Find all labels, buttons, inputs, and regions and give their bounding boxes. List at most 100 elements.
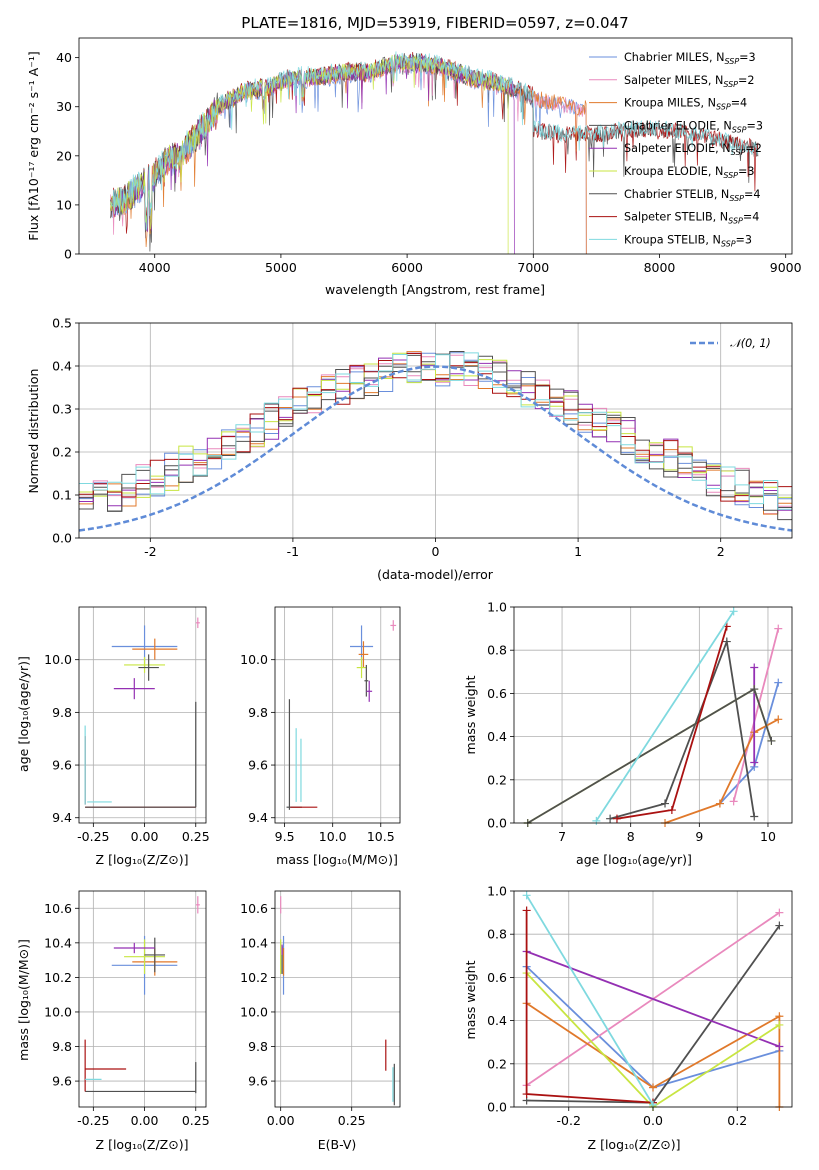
weight-line xyxy=(526,1002,781,1107)
weight-marker xyxy=(750,758,759,767)
spectrum-ylabel: Flux [fλ10⁻¹⁷ erg cm⁻² s⁻¹ A⁻¹] xyxy=(26,51,41,240)
y-tick-label: 1.0 xyxy=(487,884,507,899)
x-tick-label: 0.25 xyxy=(182,829,210,844)
legend-label: Chabrier MILES, NSSP=3 xyxy=(624,51,756,66)
x-tick-label: 7000 xyxy=(517,260,549,275)
weight-marker xyxy=(775,921,784,930)
x-tick-label: 9 xyxy=(695,829,703,844)
weight-marker xyxy=(522,1090,531,1099)
x-tick-label: 2 xyxy=(717,544,725,559)
weight-line xyxy=(526,950,780,1048)
y-tick-label: 0.0 xyxy=(52,531,72,546)
weight-line xyxy=(609,638,756,820)
y-tick-label: 0.8 xyxy=(487,927,507,942)
x-tick-label: 0.00 xyxy=(131,1113,159,1128)
weight-marker xyxy=(606,814,615,823)
legend-label: Kroupa STELIB, NSSP=3 xyxy=(624,233,752,248)
y-tick-label: 10.4 xyxy=(44,935,72,950)
panel-frame xyxy=(78,890,207,1108)
y-tick-label: 9.8 xyxy=(52,1039,72,1054)
weight-marker xyxy=(522,891,531,900)
legend-label: Salpeter ELODIE, NSSP=2 xyxy=(624,142,762,157)
weight-marker xyxy=(522,906,531,915)
x-tick-label: -1 xyxy=(287,544,299,559)
y-tick-label: 10.0 xyxy=(44,1004,72,1019)
gauss-legend-label: 𝒩(0, 1) xyxy=(730,337,771,350)
residual-histogram xyxy=(79,353,792,502)
age-z-xlabel: Z [log₁₀(Z/Z⊙)] xyxy=(96,852,189,867)
legend-label: Salpeter MILES, NSSP=2 xyxy=(624,74,755,89)
y-tick-label: 0.6 xyxy=(487,970,507,985)
y-tick-label: 10.6 xyxy=(44,901,72,916)
y-tick-label: 20 xyxy=(56,148,72,163)
y-tick-label: 0.0 xyxy=(487,1100,507,1115)
y-tick-label: 9.6 xyxy=(52,1074,72,1089)
mw-z-ylabel: mass weight xyxy=(463,960,478,1039)
parameter-panel: 0.00 0.25 9.6 9.8 10.0 10.2 10.4 10.6 xyxy=(240,890,401,1128)
mass-z-ylabel: mass [log₁₀(M/M⊙)] xyxy=(16,939,31,1061)
x-tick-label: 0.25 xyxy=(182,1113,210,1128)
x-tick-label: 8 xyxy=(627,829,635,844)
panel-frame xyxy=(274,890,401,1108)
x-tick-label: 1 xyxy=(574,544,582,559)
y-tick-label: 9.4 xyxy=(248,810,268,825)
y-tick-label: 10.2 xyxy=(44,970,72,985)
y-tick-label: 9.8 xyxy=(52,705,72,720)
residual-histogram xyxy=(79,352,792,498)
x-tick-label: -2 xyxy=(144,544,156,559)
legend-label: Kroupa ELODIE, NSSP=3 xyxy=(624,165,755,180)
x-tick-label: 8000 xyxy=(644,260,676,275)
y-tick-label: 0.4 xyxy=(52,359,72,374)
gaussian-curve xyxy=(78,365,793,532)
y-tick-label: 0.0 xyxy=(487,816,507,831)
weight-marker xyxy=(729,797,738,806)
weight-marker xyxy=(592,816,601,825)
legend-label: Chabrier ELODIE, NSSP=3 xyxy=(624,119,763,134)
legend-label: Kroupa MILES, NSSP=4 xyxy=(624,97,747,112)
y-tick-label: 9.8 xyxy=(248,1039,268,1054)
y-tick-label: 0 xyxy=(64,247,72,262)
residual-xlabel: (data-model)/error xyxy=(377,567,494,582)
residual-histogram xyxy=(79,352,792,510)
x-tick-label: -0.2 xyxy=(557,1113,581,1128)
x-tick-label: 0.2 xyxy=(727,1113,747,1128)
legend-label: Salpeter STELIB, NSSP=4 xyxy=(624,211,759,226)
weight-marker xyxy=(774,678,783,687)
y-tick-label: 9.6 xyxy=(248,1074,268,1089)
y-tick-label: 9.6 xyxy=(52,758,72,773)
figure-title: PLATE=1816, MJD=53919, FIBERID=0597, z=0… xyxy=(241,14,628,32)
parameter-panel: 7 8 9 10 0.0 0.2 0.4 0.6 0.8 1.0 xyxy=(487,600,793,844)
parameter-panel: -0.25 0.00 0.25 9.4 9.6 9.8 10.0 xyxy=(44,606,210,844)
mw-age-xlabel: age [log₁₀(age/yr)] xyxy=(576,852,692,867)
x-tick-label: -0.25 xyxy=(77,829,109,844)
y-tick-label: 0.5 xyxy=(52,316,72,331)
weight-marker xyxy=(775,1012,784,1021)
x-tick-label: 6000 xyxy=(391,260,423,275)
gauss-legend: 𝒩(0, 1) xyxy=(690,337,771,350)
spectrum-frame xyxy=(78,37,793,255)
spectrum-legend: Chabrier MILES, NSSP=3 Salpeter MILES, NS… xyxy=(589,51,763,248)
age-mass-xlabel: mass [log₁₀(M/M⊙)] xyxy=(276,852,398,867)
weight-marker xyxy=(774,624,783,633)
parameter-panel: -0.2 0.0 0.2 0.0 0.2 0.4 0.6 0.8 1.0 xyxy=(487,884,793,1128)
y-tick-label: 9.6 xyxy=(248,758,268,773)
weight-marker xyxy=(750,663,759,672)
mass-z-xlabel: Z [log₁₀(Z/Z⊙)] xyxy=(96,1137,189,1152)
parameter-panels: -0.25 0.00 0.25 9.4 9.6 9.8 10.0 9.5 10.0 10.5 9.4… xyxy=(44,600,793,1128)
weight-marker xyxy=(649,1083,657,1092)
x-tick-label: 0.0 xyxy=(643,1113,663,1128)
mw-z-xlabel: Z [log₁₀(Z/Z⊙)] xyxy=(588,1137,681,1152)
y-tick-label: 0.1 xyxy=(52,488,72,503)
x-tick-label: 0.00 xyxy=(267,1113,295,1128)
spectrum-line xyxy=(110,54,509,254)
weight-line xyxy=(525,894,654,1106)
y-tick-label: 10.0 xyxy=(240,652,268,667)
x-tick-label: 10.5 xyxy=(367,829,395,844)
weight-marker xyxy=(729,607,738,616)
spectrum-panel: 4000 5000 6000 7000 8000 9000 0 10 20 30 40 wavele… xyxy=(26,37,802,297)
y-tick-label: 0.4 xyxy=(487,1013,507,1028)
x-tick-label: 7 xyxy=(558,829,566,844)
x-tick-label: 9000 xyxy=(770,260,802,275)
x-tick-label: 0.00 xyxy=(131,829,159,844)
